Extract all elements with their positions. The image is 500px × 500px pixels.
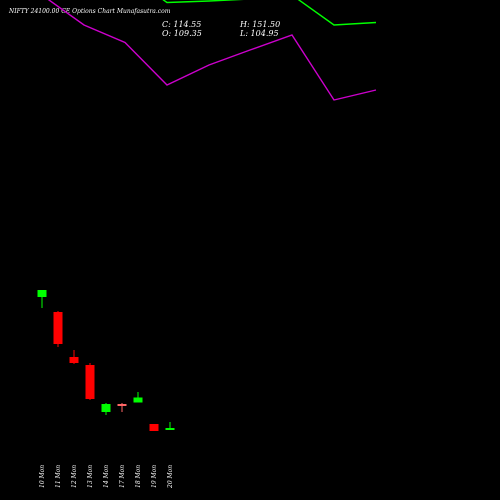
x-tick-label: 11 Mon xyxy=(55,465,62,488)
x-tick-label: 20 Mon xyxy=(167,465,174,489)
x-tick-label: 17 Mon xyxy=(119,465,126,488)
low-value: L: 104.95 xyxy=(240,29,279,38)
candle-body xyxy=(165,428,175,430)
x-axis-labels: 10 Mon 11 Mon 12 Mon 13 Mon 14 Mon 17 Mon 18 M… xyxy=(39,465,174,489)
candle-body xyxy=(117,404,127,406)
x-tick-label: 12 Mon xyxy=(71,465,78,488)
x-tick-label: 18 Mon xyxy=(135,465,142,488)
candle-body xyxy=(133,397,143,403)
upper-band-line xyxy=(162,0,377,26)
candle-body xyxy=(85,365,95,399)
indicator-lines xyxy=(47,0,377,101)
candle-body xyxy=(69,357,79,363)
x-tick-label: 19 Mon xyxy=(151,465,158,488)
candle-body xyxy=(149,424,159,431)
candle-body xyxy=(53,312,63,344)
candle-body xyxy=(37,290,47,297)
high-value: H: 151.50 xyxy=(240,20,281,29)
x-tick-label: 14 Mon xyxy=(103,465,110,488)
lower-band-line xyxy=(47,0,377,101)
x-tick-label: 10 Mon xyxy=(39,465,46,488)
candle-body xyxy=(101,404,111,412)
open-value: O: 109.35 xyxy=(162,29,202,38)
close-value: C: 114.55 xyxy=(162,20,202,29)
chart-title: NIFTY 24100.00 CE Options Chart Munafasu… xyxy=(9,8,171,15)
candles xyxy=(37,290,175,431)
x-tick-label: 13 Mon xyxy=(87,465,94,488)
